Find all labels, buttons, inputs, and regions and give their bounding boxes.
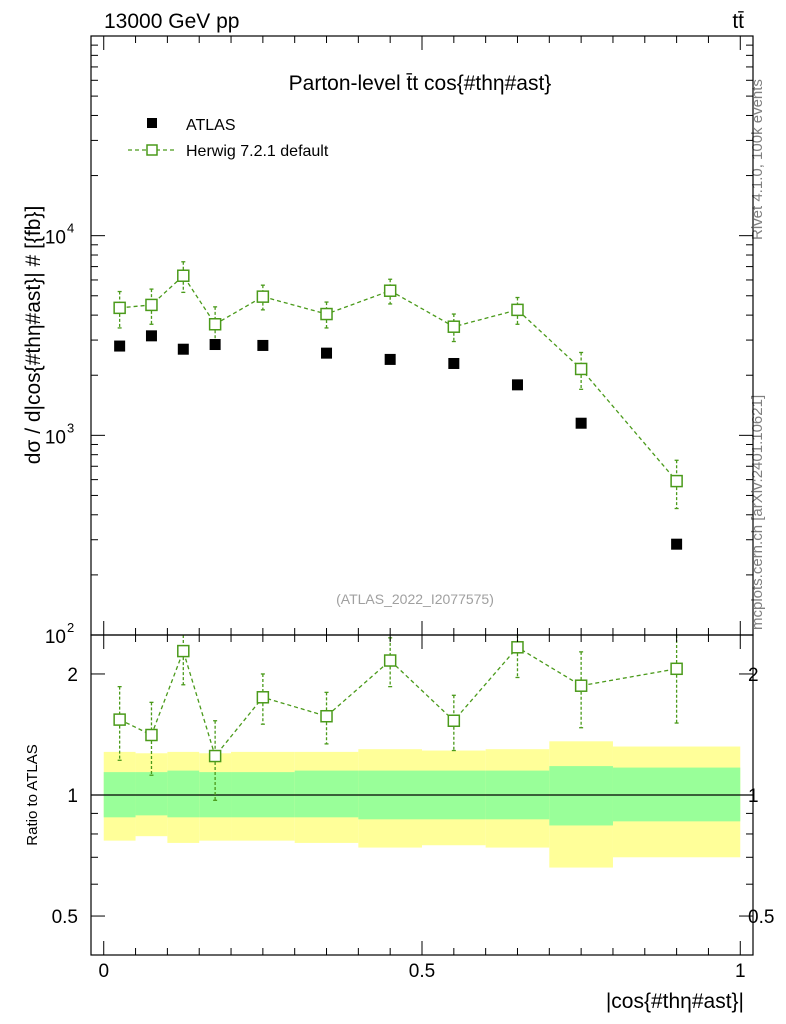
x-tick-label: 1 [735, 961, 746, 982]
atlas-point [209, 339, 221, 351]
ratio-point [447, 714, 461, 727]
ratio-point [177, 644, 190, 658]
ratio-bands [91, 741, 753, 868]
rivet-label: Rivet 4.1.0, 100k events [749, 79, 766, 240]
y-tick-exponent: 3 [67, 420, 74, 435]
main-title: Parton-level t̄t cos{#thη#ast} [289, 72, 552, 95]
x-axis-label: |cos{#thη#ast}| [606, 990, 744, 1013]
ratio-point [383, 654, 397, 667]
herwig-point [256, 290, 270, 303]
process-label: tt̄ [732, 10, 744, 33]
mcplots-label: mcplots.cern.ch [arXiv:2401.10621] [749, 395, 766, 630]
y-tick-exponent: 4 [67, 221, 74, 236]
stat-band [135, 772, 168, 816]
ratio-point [511, 641, 524, 654]
atlas-point [511, 379, 523, 391]
watermark: (ATLAS_2022_I2077575) [336, 591, 494, 607]
atlas-point [257, 339, 269, 351]
ratio-y-tick-label: 1 [67, 786, 78, 807]
herwig-point [177, 269, 190, 282]
stat-band [294, 770, 359, 818]
ratio-y-tick-label-right: 0.5 [748, 907, 774, 928]
legend-herwig-marker [146, 144, 158, 156]
ratio-line [119, 646, 677, 758]
ratio-ylabel: Ratio to ATLAS [24, 744, 41, 845]
main-data-layer [113, 261, 683, 550]
ratio-point [145, 728, 158, 742]
ratio-data-layer [113, 635, 683, 801]
legend: ATLAS Herwig 7.2.1 default [128, 117, 329, 160]
ratio-point [256, 691, 270, 704]
herwig-point [113, 301, 126, 315]
ratio-y-tick-label-right: 2 [748, 665, 759, 686]
ratio-y-tick-label: 2 [67, 665, 78, 686]
main-ylabel: dσ / d|cos{#thη#ast}| # [{fb}] [22, 206, 45, 465]
ratio-point [113, 713, 126, 726]
atlas-point [384, 353, 396, 365]
ratio-y-tick-label: 0.5 [52, 907, 78, 928]
y-tick-label: 10 [45, 627, 66, 648]
herwig-line [119, 274, 678, 482]
stat-band [549, 766, 613, 826]
atlas-point [671, 538, 683, 550]
x-tick-label: 0 [98, 961, 109, 982]
herwig-point [447, 320, 461, 333]
herwig-point [145, 298, 158, 312]
ratio-point [574, 679, 588, 692]
ratio-point [208, 749, 222, 763]
atlas-point [177, 343, 189, 355]
herwig-point [670, 474, 683, 488]
herwig-point [208, 318, 222, 331]
herwig-point [320, 307, 333, 321]
ratio-ticks: 0.5 0.5 1 1 2 2 0 0.5 1 [52, 635, 774, 982]
ratio-point [670, 662, 683, 676]
atlas-point [448, 357, 460, 369]
herwig-point [574, 362, 588, 376]
atlas-point [321, 347, 333, 359]
y-tick-exponent: 2 [67, 620, 74, 635]
herwig-point [383, 284, 397, 297]
herwig-point [511, 303, 524, 317]
energy-label: 13000 GeV pp [104, 10, 239, 33]
legend-herwig-label: Herwig 7.2.1 default [186, 143, 329, 160]
stat-band [167, 770, 200, 818]
atlas-point [145, 330, 157, 342]
ratio-point [320, 709, 333, 723]
legend-atlas-label: ATLAS [186, 117, 236, 134]
atlas-point [575, 417, 587, 429]
atlas-point [114, 340, 126, 352]
legend-atlas-marker [147, 118, 157, 128]
x-tick-label: 0.5 [409, 961, 435, 982]
ratio-panel: 0.5 0.5 1 1 2 2 0 0.5 1 Ratio to ATLAS |cos{#thη… [24, 634, 774, 1013]
y-tick-label: 10 [45, 427, 66, 448]
ratio-y-tick-label-right: 1 [748, 786, 759, 807]
y-tick-label: 10 [45, 228, 66, 249]
